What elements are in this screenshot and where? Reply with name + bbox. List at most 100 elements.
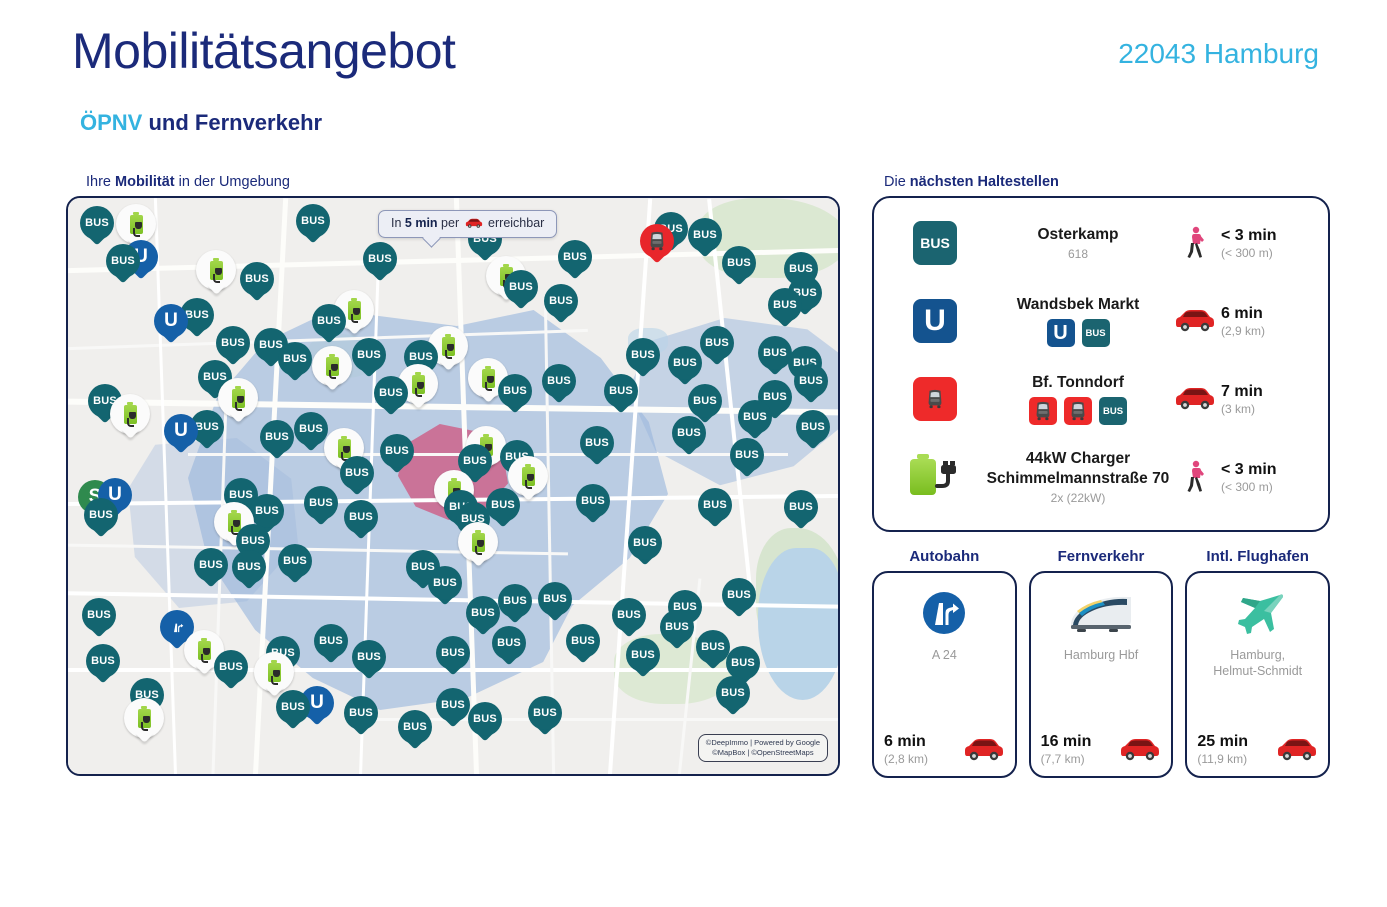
map-pin-bus[interactable]: BUS [278, 544, 312, 584]
map-pin-bus[interactable]: BUS [406, 550, 440, 590]
map-pin-bus[interactable]: BUS [784, 490, 818, 530]
map-pin-bus[interactable]: BUS [612, 598, 646, 638]
map-pin-bus[interactable]: BUS [566, 624, 600, 664]
map-pin-bus[interactable]: BUS [716, 676, 750, 716]
map-pin-bus[interactable]: BUS [84, 498, 118, 538]
map-pin-bus[interactable]: BUS [696, 630, 730, 670]
map-pin-bus[interactable]: BUS [312, 304, 346, 344]
map-pin-bus[interactable]: BUS [722, 246, 756, 286]
map-pin-bus[interactable]: BUS [492, 626, 526, 666]
map-pin-bus[interactable]: BUS [352, 640, 386, 680]
map-pin-bus[interactable]: BUS [216, 326, 250, 366]
map-pin-charger[interactable] [324, 428, 364, 474]
stop-row[interactable]: 44kW Charger Schimmelmannstraße 70 2x (22k… [874, 438, 1328, 516]
map-pin-charger[interactable] [116, 204, 156, 250]
map-pin-bus[interactable]: BUS [538, 582, 572, 622]
stop-row[interactable]: BUS Osterkamp 618 < 3 min (< 300 m) [874, 204, 1328, 282]
map-pin-charger[interactable] [124, 698, 164, 744]
map-pin-bus[interactable]: BUS [738, 400, 772, 440]
map-pin-bus[interactable]: BUS [498, 374, 532, 414]
travel-time: 7 min [1221, 382, 1263, 400]
map-pin-bus[interactable]: BUS [788, 276, 822, 316]
map-pin-bus[interactable]: BUS [796, 410, 830, 450]
map-pin-bus[interactable]: BUS [380, 434, 414, 474]
map-pin-bus[interactable]: BUS [688, 384, 722, 424]
map-pin-bus[interactable]: BUS [794, 364, 828, 404]
subtitle-lead: ÖPNV [80, 110, 143, 135]
map-pin-bus[interactable]: BUS [340, 456, 374, 496]
map-pin-bus[interactable]: BUS [758, 336, 792, 376]
map-pin-bus[interactable]: BUS [106, 244, 140, 284]
map-pin-rail[interactable] [640, 224, 674, 264]
map-pin-bus[interactable]: BUS [240, 262, 274, 302]
map-pin-bus[interactable]: BUS [304, 486, 338, 526]
map-pin-bus[interactable]: BUS [344, 500, 378, 540]
map-pin-bus[interactable]: BUS [260, 420, 294, 460]
map-pin-bus[interactable]: BUS [768, 288, 802, 328]
map-pin-bus[interactable]: BUS [688, 218, 722, 258]
map-canvas[interactable]: BUS BUS BUS BUS BUS BUS BUS BUS U BUS BUS BUS BUS BUS… [68, 198, 838, 774]
map-pin-bus[interactable]: BUS [576, 484, 610, 524]
map-pin-bus[interactable]: BUS [528, 696, 562, 736]
travel-time: 6 min [1221, 304, 1263, 322]
map-pin-bus[interactable]: BUS [544, 284, 578, 324]
map-pin-u[interactable]: U [154, 304, 188, 344]
mobility-map[interactable]: BUS BUS BUS BUS BUS BUS BUS BUS U BUS BUS BUS BUS BUS… [66, 196, 840, 776]
map-pin-bus[interactable]: BUS [363, 242, 397, 282]
map-pin-charger[interactable] [196, 250, 236, 296]
connectivity-card[interactable]: Hamburg, Helmut-Schmidt 25 min (11,9 km) [1185, 571, 1331, 778]
map-pin-bus[interactable]: BUS [194, 548, 228, 588]
map-pin-bus[interactable]: BUS [498, 584, 532, 624]
map-pin-bus[interactable]: BUS [580, 426, 614, 466]
map-pin-bus[interactable]: BUS [428, 566, 462, 606]
map-pin-bus[interactable]: BUS [700, 326, 734, 366]
map-pin-bus[interactable]: BUS [436, 636, 470, 676]
map-pin-charger[interactable] [218, 378, 258, 424]
map-pin-bus[interactable]: BUS [86, 644, 120, 684]
map-pin-bus[interactable]: BUS [294, 412, 328, 452]
map-pin-bus[interactable]: BUS [466, 596, 500, 636]
connectivity-cards: Autobahn A 24 6 min (2,8 km) Fernverkehr Hamb… [872, 548, 1331, 778]
map-pin-bus[interactable]: BUS [352, 338, 386, 378]
map-pin-bus[interactable]: BUS [626, 638, 660, 678]
map-pin-bus[interactable]: BUS [558, 240, 592, 280]
map-pin-charger[interactable] [110, 394, 150, 440]
map-pin-bus[interactable]: BUS [468, 702, 502, 742]
map-pin-bus[interactable]: BUS [626, 338, 660, 378]
map-pin-bus[interactable]: BUS [504, 270, 538, 310]
map-pin-bus[interactable]: BUS [604, 374, 638, 414]
map-pin-bus[interactable]: BUS [82, 598, 116, 638]
map-pin-bus[interactable]: BUS [276, 690, 310, 730]
map-pin-charger[interactable] [458, 522, 498, 568]
connectivity-card[interactable]: Hamburg Hbf 16 min (7,7 km) [1028, 571, 1174, 778]
map-pin-bus[interactable]: BUS [436, 688, 470, 728]
map-pin-bus[interactable]: BUS [486, 488, 520, 528]
map-pin-bus[interactable]: BUS [296, 204, 330, 244]
map-pin-bus[interactable]: BUS [698, 488, 732, 528]
map-pin-bus[interactable]: BUS [660, 610, 694, 650]
stop-row[interactable]: Bf. Tonndorf BUS 7 min (3 km) [874, 360, 1328, 438]
map-pin-bus[interactable]: BUS [672, 416, 706, 456]
map-pin-bus[interactable]: BUS [722, 578, 756, 618]
map-pin-bus[interactable]: BUS [80, 206, 114, 246]
map-pin-bus[interactable]: BUS [198, 360, 232, 400]
map-pin-bus[interactable]: BUS [374, 376, 408, 416]
map-pin-bus[interactable]: BUS [668, 346, 702, 386]
map-pin-bus[interactable]: BUS [232, 550, 266, 590]
connectivity-card[interactable]: A 24 6 min (2,8 km) [872, 571, 1017, 778]
map-pin-bus[interactable]: BUS [398, 710, 432, 750]
map-pin-bus[interactable]: BUS [314, 624, 348, 664]
map-pin-charger[interactable] [508, 456, 548, 502]
map-pin-bus[interactable]: BUS [730, 438, 764, 478]
map-pin-bus[interactable]: BUS [214, 650, 248, 690]
map-pin-bus[interactable]: BUS [250, 494, 284, 534]
map-pin-charger[interactable] [254, 652, 294, 698]
map-pin-bus[interactable]: BUS [542, 364, 576, 404]
map-pin-bus[interactable]: BUS [278, 342, 312, 382]
map-pin-u[interactable]: U [164, 414, 198, 454]
map-pin-charger[interactable] [312, 346, 352, 392]
map-pin-bus[interactable]: BUS [726, 646, 760, 686]
map-pin-bus[interactable]: BUS [628, 526, 662, 566]
stop-row[interactable]: U Wandsbek Markt U BUS 6 min (2,9 km) [874, 282, 1328, 360]
map-pin-bus[interactable]: BUS [344, 696, 378, 736]
